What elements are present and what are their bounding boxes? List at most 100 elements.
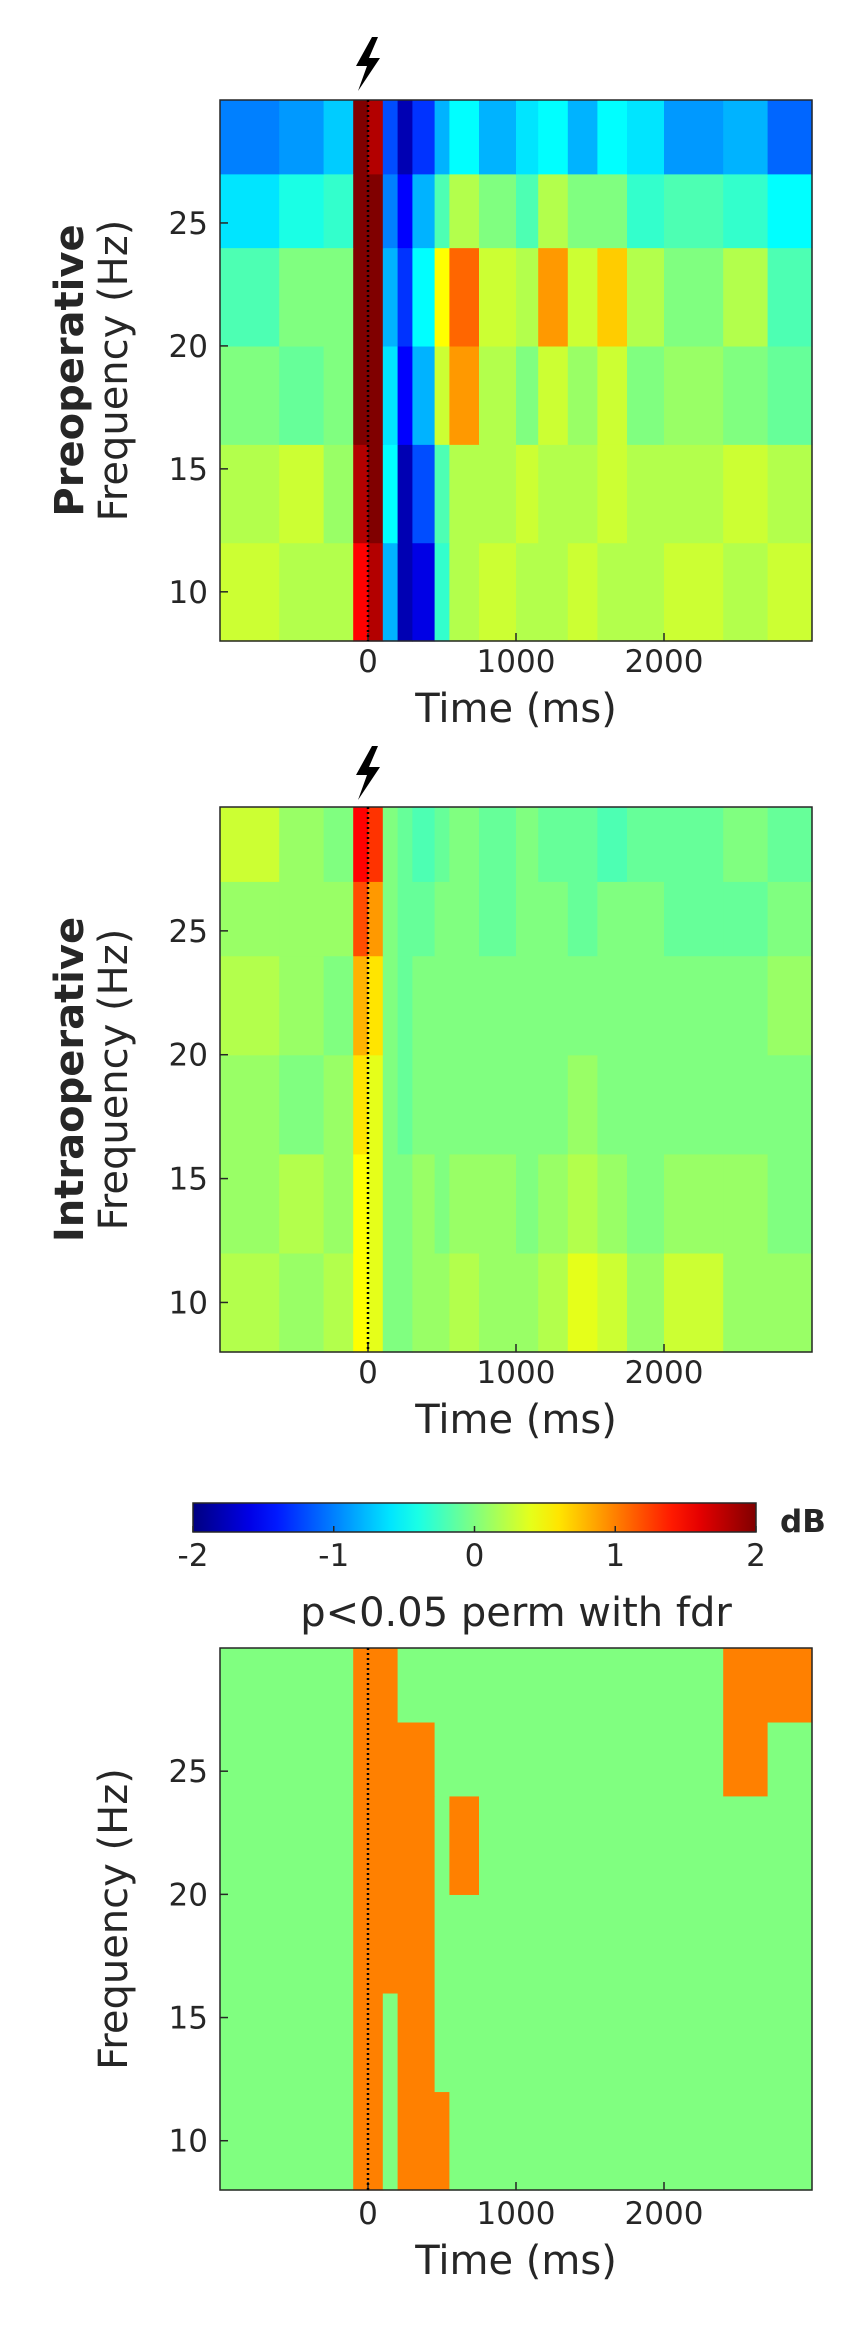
heat-cell — [538, 100, 569, 175]
heat-cell — [397, 881, 413, 957]
heat-cell — [368, 542, 384, 642]
heat-cell — [220, 345, 280, 445]
heat-cell — [516, 345, 539, 445]
heat-cell — [597, 444, 628, 544]
heat-cell — [538, 881, 569, 957]
heat-cell — [412, 1721, 436, 1797]
heat-cell — [412, 2091, 436, 2191]
heat-cell — [723, 1153, 769, 1254]
heat-cell — [627, 542, 665, 642]
heat-cell — [323, 1153, 354, 1254]
heat-cell — [382, 955, 399, 1056]
heat-cell — [449, 1894, 480, 1994]
heat-cell — [412, 542, 436, 642]
heat-cell — [597, 1252, 628, 1353]
heat-cell — [397, 1894, 413, 1994]
heat-cell — [479, 100, 517, 175]
heat-cell — [627, 1894, 665, 1994]
heat-cell — [567, 1153, 598, 1254]
heat-cell — [368, 1894, 384, 1994]
heat-cell — [664, 542, 724, 642]
heat-cell — [516, 1992, 539, 2093]
heat-cell — [279, 1153, 325, 1254]
heat-cell — [220, 173, 280, 249]
heat-cell — [279, 1992, 325, 2093]
y-tick-label: 20 — [169, 1038, 208, 1074]
heat-cell — [723, 1054, 769, 1155]
y-tick-label: 20 — [169, 1877, 208, 1913]
heat-cell — [368, 1648, 384, 1723]
heat-cell — [627, 247, 665, 347]
heat-cell — [279, 1721, 325, 1797]
x-tick-label: 0 — [358, 1355, 378, 1391]
heat-cell — [449, 1992, 480, 2093]
heat-cell — [567, 807, 598, 882]
heat-cell — [516, 247, 539, 347]
y-tick-label: 15 — [169, 452, 208, 488]
heat-cell — [723, 881, 769, 957]
heat-cell — [449, 173, 480, 249]
panel-title: p<0.05 perm with fdr — [300, 1590, 732, 1636]
heat-cell — [767, 100, 813, 175]
heat-cell — [627, 1153, 665, 1254]
heat-cell — [412, 1252, 436, 1353]
colorbar-tick-label: 0 — [465, 1538, 485, 1574]
heat-cell — [538, 1795, 569, 1895]
heat-cell — [516, 444, 539, 544]
heat-cell — [323, 807, 354, 882]
heat-cell — [516, 2091, 539, 2191]
heat-cell — [397, 444, 413, 544]
heat-cell — [220, 1648, 280, 1723]
x-tick-label: 1000 — [477, 644, 556, 680]
heat-cell — [449, 247, 480, 347]
colorbar-label: dB — [780, 1504, 826, 1540]
heat-cell — [323, 1992, 354, 2093]
heat-cell — [723, 1721, 769, 1797]
heat-cell — [382, 881, 399, 957]
heat-cell — [567, 1721, 598, 1797]
heat-cell — [567, 1648, 598, 1723]
heat-cell — [382, 2091, 399, 2191]
heat-cell — [220, 100, 280, 175]
heat-cell — [434, 2091, 450, 2191]
heat-cell — [353, 1054, 369, 1155]
heat-cell — [597, 1054, 628, 1155]
heat-cell — [479, 345, 517, 445]
heat-cell — [516, 1795, 539, 1895]
heat-cell — [412, 1795, 436, 1895]
heat-cell — [353, 1795, 369, 1895]
heat-cell — [567, 955, 598, 1056]
heat-cell — [723, 345, 769, 445]
heat-cell — [479, 955, 517, 1056]
heat-cell — [449, 100, 480, 175]
heat-cell — [368, 444, 384, 544]
heat-cell — [627, 444, 665, 544]
heat-cell — [397, 247, 413, 347]
heat-cell — [220, 807, 280, 882]
heat-cell — [479, 1721, 517, 1797]
heat-cell — [434, 1894, 450, 1994]
heat-cell — [279, 1894, 325, 1994]
heat-cell — [479, 881, 517, 957]
heat-cell — [449, 444, 480, 544]
heat-cell — [767, 173, 813, 249]
heat-cell — [723, 1992, 769, 2093]
heat-cell — [279, 542, 325, 642]
heat-cell — [353, 1648, 369, 1723]
heat-cell — [723, 1648, 769, 1723]
heat-cell — [449, 345, 480, 445]
heat-cell — [220, 2091, 280, 2191]
heat-cell — [627, 1721, 665, 1797]
heat-cell — [449, 1721, 480, 1797]
heat-cell — [382, 1894, 399, 1994]
heat-cell — [397, 1054, 413, 1155]
heat-cell — [516, 1054, 539, 1155]
x-tick-label: 2000 — [625, 2196, 704, 2232]
heat-cell — [538, 1153, 569, 1254]
heat-cell — [279, 955, 325, 1056]
heat-cell — [516, 173, 539, 249]
heat-cell — [412, 1153, 436, 1254]
heat-cell — [597, 955, 628, 1056]
heat-cell — [412, 807, 436, 882]
heat-cell — [516, 542, 539, 642]
